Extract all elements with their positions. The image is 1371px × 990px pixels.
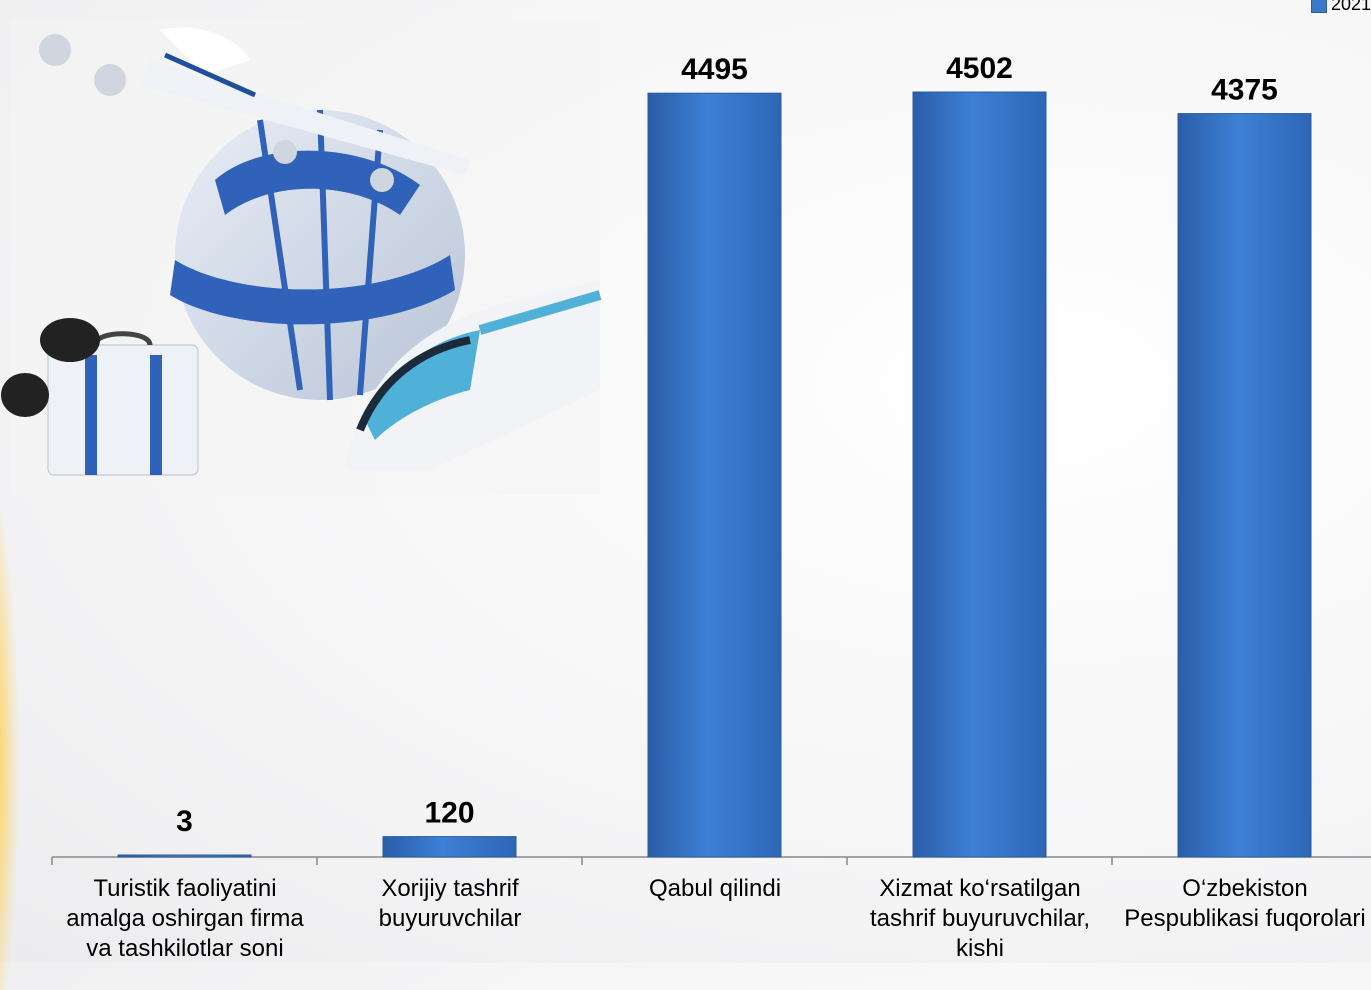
legend-swatch <box>1310 0 1327 13</box>
category-label: Turistik faoliyatini amalga oshirgan fir… <box>66 875 304 962</box>
bar <box>117 854 252 858</box>
legend-label: 2021 <box>1330 0 1371 14</box>
data-label: 4375 <box>1211 74 1278 107</box>
data-label: 120 <box>424 797 474 830</box>
category-label: Xorijiy tashrif buyuruvchilar <box>378 875 522 932</box>
slide-decorative-edge <box>0 430 20 990</box>
bar <box>912 91 1047 858</box>
data-label: 4495 <box>681 53 748 86</box>
travel-illustration-icon <box>1 20 602 495</box>
category-label: Xizmat ko‘rsatilgan tashrif buyuruvchila… <box>869 875 1091 962</box>
bar <box>1177 113 1312 858</box>
bar <box>382 836 517 858</box>
x-axis-ticks <box>51 857 1113 865</box>
bar <box>647 92 782 858</box>
category-label: O‘zbekiston Pespublikasi fuqorolari <box>1124 875 1366 932</box>
data-label: 4502 <box>946 52 1013 85</box>
data-labels: 3 120 4495 4502 4375 <box>176 52 1278 838</box>
bar-chart: 3 120 4495 4502 4375 <box>1 20 1371 865</box>
bar-series <box>117 91 1312 858</box>
data-label: 3 <box>176 805 193 838</box>
category-label: Qabul qilindi <box>648 875 782 902</box>
legend: 2021 <box>1310 0 1371 15</box>
